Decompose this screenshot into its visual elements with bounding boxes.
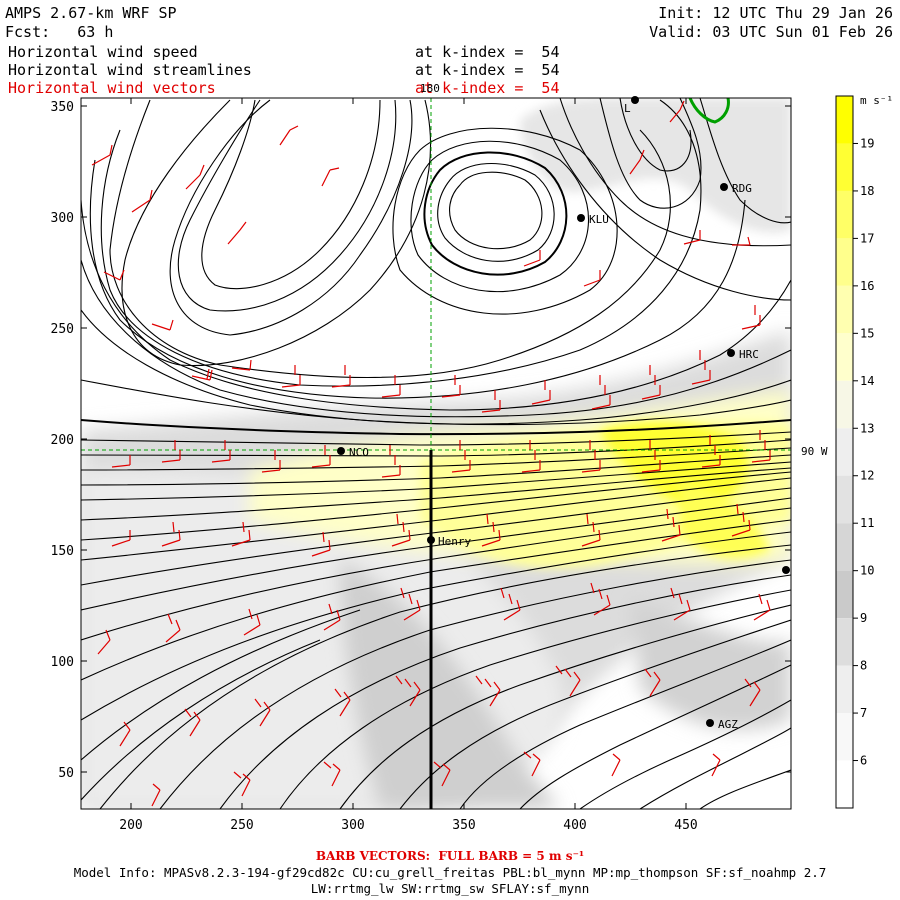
colorbar-segment — [836, 285, 853, 334]
station-marker — [337, 447, 345, 455]
colorbar-label: 15 — [860, 326, 874, 340]
y-tick-label: 150 — [51, 544, 74, 559]
meridian-label: 180 — [420, 82, 440, 95]
model-title: AMPS 2.67-km WRF SP — [5, 4, 177, 22]
field-level-streamlines: at k-index = 54 — [415, 61, 560, 79]
colorbar-segment — [836, 333, 853, 381]
field-label-vectors: Horizontal wind vectors — [8, 79, 216, 97]
colorbar-label: 11 — [860, 516, 874, 530]
colorbar-label: 7 — [860, 706, 867, 720]
barb-note: BARB VECTORS: FULL BARB = 5 m s⁻¹ — [315, 849, 585, 863]
colorbar-segment — [836, 428, 853, 476]
station-marker — [727, 349, 735, 357]
station-label-l: L — [624, 102, 631, 115]
station-label-rdg: RDG — [732, 182, 752, 195]
valid-time: Valid: 03 UTC Sun 01 Feb 26 — [649, 23, 893, 41]
y-tick-label: 200 — [51, 433, 74, 448]
colorbar-segment — [836, 475, 853, 524]
colorbar-segment — [836, 143, 853, 191]
field-level-speed: at k-index = 54 — [415, 43, 560, 61]
init-time: Init: 12 UTC Thu 29 Jan 26 — [658, 4, 893, 22]
model-info: Model Info: MPASv8.2.3-194-gf29cd82c CU:… — [73, 865, 827, 880]
colorbar-label: 8 — [860, 659, 867, 673]
axis-ticks — [81, 98, 791, 809]
field-label-streamlines: Horizontal wind streamlines — [8, 61, 252, 79]
colorbar-segment — [836, 523, 853, 571]
colorbar-segment — [836, 96, 853, 144]
wind-barbs — [91, 100, 771, 807]
x-axis-labels: 200 250 300 350 400 450 — [119, 818, 697, 833]
station-marker — [631, 96, 639, 104]
x-tick-label: 450 — [674, 818, 697, 833]
station-label-agz: AGZ — [718, 718, 738, 731]
y-tick-label: 100 — [51, 655, 74, 670]
colorbar-label: 9 — [860, 611, 867, 625]
colorbar-segment — [836, 713, 853, 761]
colorbar-label: 13 — [860, 421, 874, 435]
x-tick-label: 400 — [563, 818, 586, 833]
colorbar-label: 18 — [860, 184, 874, 198]
field-level-vectors: at k-index = 54 — [415, 79, 560, 97]
stations: NCO Henry KLU RDG HRC AGZ L — [337, 96, 790, 731]
colorbar-segment — [836, 760, 853, 808]
y-tick-label: 350 — [51, 100, 74, 115]
colorbar-label: 14 — [860, 374, 874, 388]
x-tick-label: 300 — [341, 818, 364, 833]
colorbar-segment — [836, 380, 853, 429]
y-axis-labels: 350 300 250 200 150 100 50 — [51, 100, 74, 781]
colorbar-segment — [836, 190, 853, 239]
parallel-label: 90 W — [801, 445, 828, 458]
colorbar-units: m s⁻¹ — [860, 94, 893, 107]
station-marker — [706, 719, 714, 727]
station-label-henry: Henry — [438, 535, 471, 548]
station-label-nco: NCO — [349, 446, 369, 459]
y-tick-label: 250 — [51, 322, 74, 337]
coastline — [688, 98, 730, 124]
station-marker — [577, 214, 585, 222]
station-marker — [720, 183, 728, 191]
colorbar-label: 19 — [860, 136, 874, 150]
station-marker — [782, 566, 790, 574]
x-tick-label: 200 — [119, 818, 142, 833]
colorbar-segment — [836, 570, 853, 619]
streamlines — [81, 98, 791, 809]
colorbar-label: 12 — [860, 469, 874, 483]
colorbar-segment — [836, 665, 853, 714]
colorbar-frame — [835, 95, 854, 809]
colorbar-label: 10 — [860, 564, 874, 578]
y-tick-label: 50 — [58, 766, 74, 781]
colorbar-segment — [836, 238, 853, 286]
colorbar-label: 17 — [860, 231, 874, 245]
station-marker — [427, 536, 435, 544]
station-label-hrc: HRC — [739, 348, 759, 361]
x-tick-label: 250 — [230, 818, 253, 833]
colorbar-label: 16 — [860, 279, 874, 293]
field-label-speed: Horizontal wind speed — [8, 43, 198, 61]
forecast-hour: Fcst: 63 h — [5, 23, 114, 41]
colorbar: 19 18 17 16 15 14 13 12 11 10 9 8 7 6 — [835, 95, 874, 809]
colorbar-label: 6 — [860, 754, 867, 768]
physics-info: LW:rrtmg_lw SW:rrtmg_sw SFLAY:sf_mynn — [310, 881, 590, 896]
x-tick-label: 350 — [452, 818, 475, 833]
y-tick-label: 300 — [51, 211, 74, 226]
colorbar-segment — [836, 618, 853, 666]
map-frame — [80, 97, 792, 810]
station-label-klu: KLU — [589, 213, 609, 226]
